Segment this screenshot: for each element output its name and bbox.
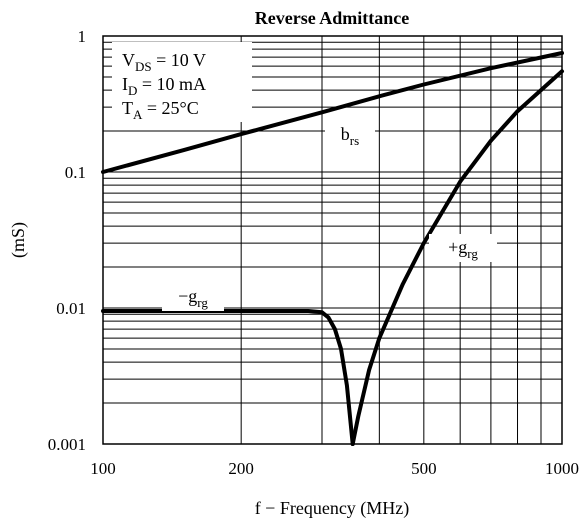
curve-label-3: −grg [178,286,208,310]
condition-subscript: A [133,107,143,122]
condition-value: = 10 mA [137,74,206,94]
curve-label-main: b [341,124,350,144]
plot-frame [102,35,563,445]
x-tick-label: 1000 [545,459,579,478]
condition-subscript: DS [135,59,152,74]
x-tick-label: 100 [90,459,116,478]
curve-labels: brs+grg−grg [162,121,497,311]
x-tick-label: 200 [228,459,254,478]
curves [101,51,564,446]
condition-v: VDS = 10 V [122,50,206,74]
series-line-2 [350,69,564,446]
y-tick-label: 0.001 [48,435,86,454]
curve-label-1: brs [341,124,359,148]
y-tick-label: 0.1 [65,163,86,182]
chart-title: Reverse Admittance [255,8,409,28]
curve-label-2: +grg [448,237,478,261]
grid-lines [103,36,562,444]
condition-value: = 10 V [152,50,206,70]
y-axis-label: (mS) [8,222,29,258]
curve-label-subscript: rs [350,133,359,148]
x-tick-label: 500 [411,459,437,478]
legend-box [112,42,252,122]
series-line-3 [101,309,355,446]
condition-t: TA = 25°C [122,98,199,122]
curve-label-subscript: rg [197,295,208,310]
condition-value: = 25°C [142,98,198,118]
x-tick-labels: 100 200 500 1000 [90,459,579,478]
curve-label-main: +g [448,237,467,257]
condition-subscript: D [128,83,137,98]
x-axis-label: f − Frequency (MHz) [255,498,410,519]
y-tick-label: 0.01 [56,299,86,318]
curve-label-background [429,234,497,262]
y-tick-labels: 1 0.1 0.01 0.001 [48,27,86,454]
curve-label-main: −g [178,286,197,306]
condition-i: ID = 10 mA [122,74,206,98]
condition-symbol: V [122,50,135,70]
curve-label-subscript: rg [467,246,478,261]
y-tick-label: 1 [78,27,87,46]
curve-label-background [162,283,224,311]
series-line-1 [101,51,564,174]
curve-label-background [325,121,375,149]
condition-symbol: I [122,74,128,94]
condition-symbol: T [122,98,133,118]
